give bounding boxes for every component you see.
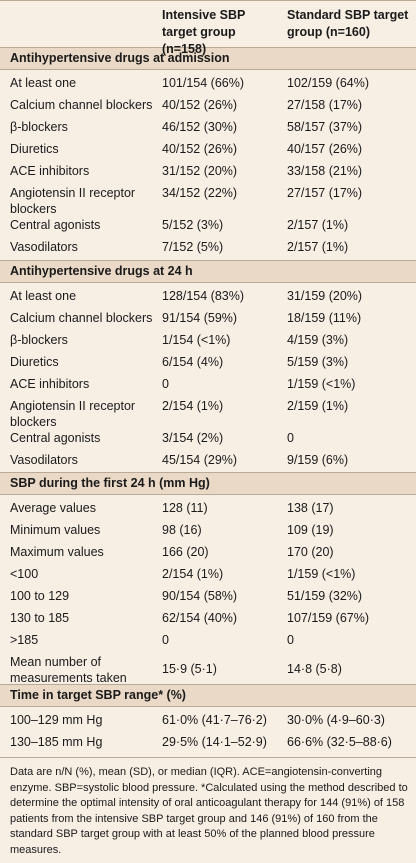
row-label: Calcium channel blockers xyxy=(10,311,153,325)
row-value-intensive: 98 (16) xyxy=(162,523,202,537)
row-value-intensive: 62/154 (40%) xyxy=(162,611,238,625)
section-title: SBP during the first 24 h (mm Hg) xyxy=(0,473,416,495)
row-label: At least one xyxy=(10,76,77,90)
row-value-intensive: 29·5% (14·1–52·9) xyxy=(162,735,267,749)
row-value-intensive: 45/154 (29%) xyxy=(162,453,238,467)
row-value-standard: 58/157 (37%) xyxy=(287,120,363,134)
row-label: Maximum values xyxy=(10,545,104,559)
row-value-standard: 138 (17) xyxy=(287,501,334,515)
section-title: Antihypertensive drugs at 24 h xyxy=(0,261,416,283)
row-value-intensive: 2/154 (1%) xyxy=(162,567,224,581)
row-value-standard: 27/157 (17%) xyxy=(287,186,363,200)
row-value-standard: 9/159 (6%) xyxy=(287,453,349,467)
row-value-standard: 14·8 (5·8) xyxy=(287,662,342,676)
row-value-standard: 1/159 (<1%) xyxy=(287,567,356,581)
row-value-intensive: 46/152 (30%) xyxy=(162,120,238,134)
section-title: Time in target SBP range* (%) xyxy=(0,685,416,707)
row-value-intensive: 90/154 (58%) xyxy=(162,589,238,603)
row-value-intensive: 0 xyxy=(162,377,169,391)
row-value-intensive: 61·0% (41·7–76·2) xyxy=(162,713,267,727)
row-label: At least one xyxy=(10,289,77,303)
row-value-standard: 2/159 (1%) xyxy=(287,399,349,413)
row-value-standard: 2/157 (1%) xyxy=(287,240,349,254)
row-label: Average values xyxy=(10,501,96,515)
table-footnote: Data are n/N (%), mean (SD), or median (… xyxy=(10,766,408,856)
column-header-intensive: Intensive SBP target group (n=158) xyxy=(162,8,246,56)
row-value-intensive: 5/152 (3%) xyxy=(162,218,224,232)
row-label: ACE inhibitors xyxy=(10,377,90,391)
row-value-intensive: 1/154 (<1%) xyxy=(162,333,231,347)
section-body: At least one 101/154 (66%) 102/159 (64%)… xyxy=(0,70,416,261)
row-label: Mean number of measurements taken xyxy=(10,655,127,685)
row-value-intensive: 34/152 (22%) xyxy=(162,186,238,200)
row-value-intensive: 2/154 (1%) xyxy=(162,399,224,413)
row-label: >185 xyxy=(10,633,39,647)
row-value-standard: 40/157 (26%) xyxy=(287,142,363,156)
row-value-standard: 4/159 (3%) xyxy=(287,333,349,347)
row-label: Calcium channel blockers xyxy=(10,98,153,112)
row-value-standard: 51/159 (32%) xyxy=(287,589,363,603)
row-value-standard: 27/158 (17%) xyxy=(287,98,363,112)
row-value-standard: 5/159 (3%) xyxy=(287,355,349,369)
row-label: 100 to 129 xyxy=(10,589,70,603)
row-value-intensive: 128 (11) xyxy=(162,501,208,515)
row-label: Diuretics xyxy=(10,355,59,369)
row-label: Vasodilators xyxy=(10,240,78,254)
row-value-standard: 1/159 (<1%) xyxy=(287,377,356,391)
row-value-standard: 107/159 (67%) xyxy=(287,611,370,625)
row-value-standard: 2/157 (1%) xyxy=(287,218,349,232)
row-label: β-blockers xyxy=(10,120,68,134)
row-value-standard: 18/159 (11%) xyxy=(287,311,362,325)
row-value-standard: 109 (19) xyxy=(287,523,334,537)
row-value-standard: 0 xyxy=(287,431,294,445)
row-value-intensive: 0 xyxy=(162,633,169,647)
column-header-standard: Standard SBP target group (n=160) xyxy=(287,8,409,39)
top-rule xyxy=(0,0,416,1)
row-value-standard: 31/159 (20%) xyxy=(287,289,363,303)
row-value-standard: 66·6% (32·5–88·6) xyxy=(287,735,392,749)
row-label: 130 to 185 xyxy=(10,611,70,625)
row-value-standard: 102/159 (64%) xyxy=(287,76,370,90)
row-value-intensive: 166 (20) xyxy=(162,545,209,559)
row-label: Angiotensin II receptor blockers xyxy=(10,399,136,429)
row-value-intensive: 128/154 (83%) xyxy=(162,289,245,303)
row-value-intensive: 6/154 (4%) xyxy=(162,355,224,369)
row-label: 130–185 mm Hg xyxy=(10,735,103,749)
section-title: Antihypertensive drugs at admission xyxy=(0,48,416,70)
section-body: At least one 128/154 (83%) 31/159 (20%) … xyxy=(0,283,416,473)
row-label: Angiotensin II receptor blockers xyxy=(10,186,136,216)
row-label: Minimum values xyxy=(10,523,101,537)
row-label: Central agonists xyxy=(10,431,101,445)
row-value-intensive: 3/154 (2%) xyxy=(162,431,224,445)
section-body: 100–129 mm Hg 61·0% (41·7–76·2) 30·0% (4… xyxy=(0,707,416,758)
row-value-standard: 33/158 (21%) xyxy=(287,164,363,178)
row-value-intensive: 101/154 (66%) xyxy=(162,76,245,90)
row-label: β-blockers xyxy=(10,333,68,347)
row-value-standard: 30·0% (4·9–60·3) xyxy=(287,713,385,727)
row-value-standard: 0 xyxy=(287,633,294,647)
table-header: Intensive SBP target group (n=158) Stand… xyxy=(0,0,416,56)
row-label: 100–129 mm Hg xyxy=(10,713,103,727)
row-label: ACE inhibitors xyxy=(10,164,90,178)
row-value-intensive: 7/152 (5%) xyxy=(162,240,224,254)
row-value-intensive: 15·9 (5·1) xyxy=(162,662,217,676)
row-label: <100 xyxy=(10,567,39,581)
row-value-intensive: 40/152 (26%) xyxy=(162,142,238,156)
row-label: Central agonists xyxy=(10,218,101,232)
row-value-intensive: 40/152 (26%) xyxy=(162,98,238,112)
section-body: Average values 128 (11) 138 (17) Minimum… xyxy=(0,495,416,685)
row-value-intensive: 91/154 (59%) xyxy=(162,311,238,325)
row-value-intensive: 31/152 (20%) xyxy=(162,164,238,178)
row-label: Vasodilators xyxy=(10,453,78,467)
row-label: Diuretics xyxy=(10,142,59,156)
row-value-standard: 170 (20) xyxy=(287,545,334,559)
